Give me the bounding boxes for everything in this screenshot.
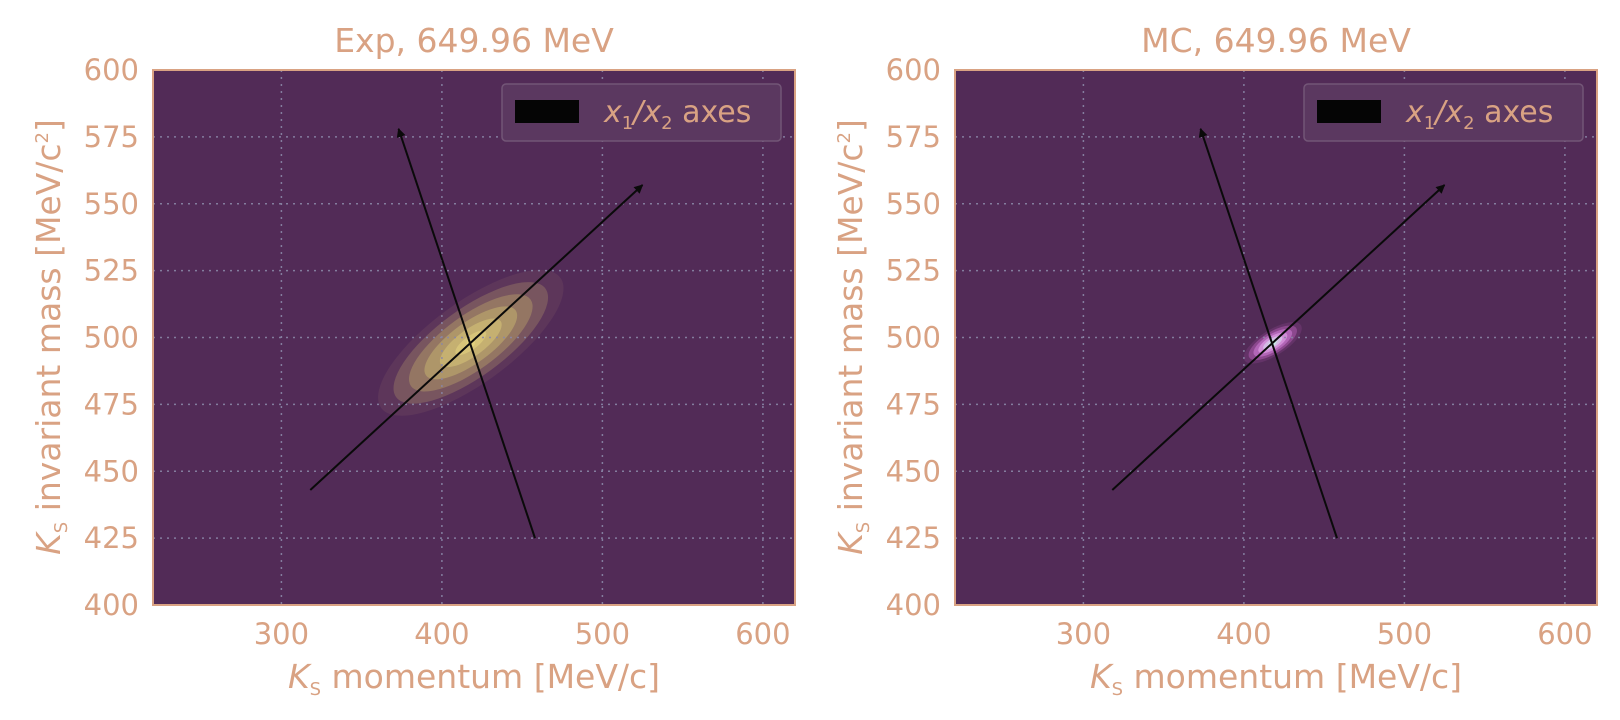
y-tick-label: 450 — [886, 454, 941, 488]
y-axis-label: KS invariant mass [MeV/c2] — [29, 119, 72, 555]
principal-axis-arrow — [1198, 127, 1338, 539]
tick-labels: 300 400 500 600 400 425 450 475 500 525 550 575 600 — [84, 53, 791, 651]
legend: x1/x2 axes — [501, 83, 782, 142]
legend-swatch — [1317, 100, 1381, 123]
x-tick-label: 400 — [414, 617, 469, 651]
y-axis-label: KS invariant mass [MeV/c2] — [831, 119, 874, 555]
tick-labels: 300 400 500 600 400 425 450 475 500 525 550 575 600 — [886, 53, 1593, 651]
y-tick-label: 500 — [84, 321, 139, 355]
y-tick-label: 425 — [84, 521, 139, 555]
panel-title: Exp, 649.96 MeV — [334, 21, 614, 60]
x-axis-label: KS momentum [MeV/c] — [288, 657, 660, 700]
x-tick-label: 500 — [1377, 617, 1432, 651]
y-tick-label: 425 — [886, 521, 941, 555]
panel-exp: 300 400 500 600400425450475500525550575600 … — [29, 21, 796, 700]
principal-axis-arrow — [309, 184, 644, 491]
x-axis-label: KS momentum [MeV/c] — [1090, 657, 1462, 700]
y-tick-label: 400 — [886, 588, 941, 622]
principal-axes — [309, 127, 644, 539]
x-tick-label: 600 — [735, 617, 790, 651]
y-tick-label: 550 — [886, 187, 941, 221]
panel-title: MC, 649.96 MeV — [1141, 21, 1411, 60]
x-tick-label: 300 — [1056, 617, 1111, 651]
y-tick-label: 475 — [84, 387, 139, 421]
legend: x1/x2 axes — [1303, 83, 1584, 142]
y-tick-label: 550 — [84, 187, 139, 221]
panel-mc: 300 400 500 600400425450475500525550575600 … — [831, 21, 1598, 700]
y-tick-label: 500 — [886, 321, 941, 355]
legend-label: x1/x2 axes — [603, 95, 751, 134]
principal-axes — [1111, 127, 1446, 539]
legend-box — [1303, 83, 1584, 142]
principal-axis-arrow — [396, 127, 536, 539]
y-tick-label: 475 — [886, 387, 941, 421]
y-tick-label: 575 — [84, 120, 139, 154]
legend-box — [501, 83, 782, 142]
y-tick-label: 525 — [84, 254, 139, 288]
principal-axis-arrow — [1111, 184, 1446, 491]
y-tick-label: 450 — [84, 454, 139, 488]
grid-lines — [955, 70, 1597, 605]
x-tick-label: 400 — [1216, 617, 1271, 651]
x-tick-label: 600 — [1537, 617, 1592, 651]
y-tick-label: 575 — [886, 120, 941, 154]
x-tick-label: 500 — [575, 617, 630, 651]
legend-swatch — [515, 100, 579, 123]
x-tick-label: 300 — [254, 617, 309, 651]
y-tick-label: 600 — [886, 53, 941, 87]
grid-lines — [153, 70, 795, 605]
y-tick-label: 525 — [886, 254, 941, 288]
plot-frame — [152, 69, 796, 606]
plot-frame — [954, 69, 1598, 606]
legend-label: x1/x2 axes — [1405, 95, 1553, 134]
y-tick-label: 400 — [84, 588, 139, 622]
y-tick-label: 600 — [84, 53, 139, 87]
